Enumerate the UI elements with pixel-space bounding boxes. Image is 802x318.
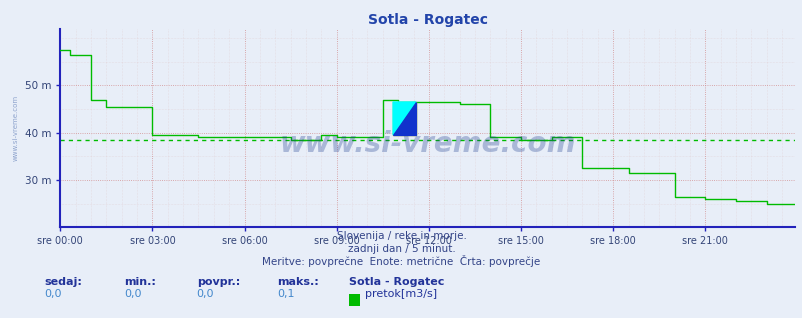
Text: Slovenija / reke in morje.: Slovenija / reke in morje. <box>336 231 466 241</box>
Text: Meritve: povprečne  Enote: metrične  Črta: povprečje: Meritve: povprečne Enote: metrične Črta:… <box>262 255 540 266</box>
Text: sedaj:: sedaj: <box>44 277 82 287</box>
Text: 0,0: 0,0 <box>124 289 142 299</box>
Text: www.si-vreme.com: www.si-vreme.com <box>279 130 575 158</box>
Text: zadnji dan / 5 minut.: zadnji dan / 5 minut. <box>347 244 455 254</box>
Text: 0,0: 0,0 <box>196 289 214 299</box>
Title: Sotla - Rogatec: Sotla - Rogatec <box>367 13 487 27</box>
Polygon shape <box>392 102 415 135</box>
Text: povpr.:: povpr.: <box>196 277 240 287</box>
Bar <box>392 102 415 135</box>
Text: maks.:: maks.: <box>277 277 318 287</box>
Text: www.si-vreme.com: www.si-vreme.com <box>13 95 19 161</box>
Polygon shape <box>392 102 415 135</box>
Text: pretok[m3/s]: pretok[m3/s] <box>365 289 437 299</box>
Text: min.:: min.: <box>124 277 156 287</box>
Text: 0,0: 0,0 <box>44 289 62 299</box>
Text: Sotla - Rogatec: Sotla - Rogatec <box>349 277 444 287</box>
Text: 0,1: 0,1 <box>277 289 294 299</box>
